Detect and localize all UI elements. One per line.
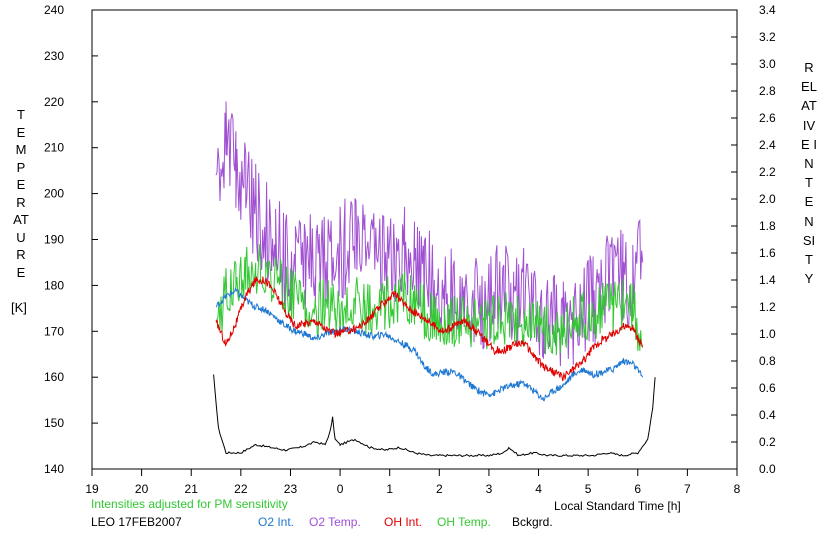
x-tick-label: 23 (284, 482, 298, 496)
series-line-o2-temp (215, 101, 644, 367)
legend-entry: O2 Temp. (309, 515, 361, 529)
right-tick-label: 1.8 (759, 219, 776, 233)
x-tick-label: 8 (734, 482, 741, 496)
right-tick-label: 0.2 (759, 435, 776, 449)
right-tick-label: 3.0 (759, 57, 776, 71)
right-tick-label: 0.0 (759, 462, 776, 476)
right-tick-label: 0.6 (759, 381, 776, 395)
left-tick-label: 210 (44, 141, 64, 155)
x-tick-label: 5 (585, 482, 592, 496)
legend-entry: OH Int. (384, 515, 422, 529)
x-tick-label: 4 (535, 482, 542, 496)
left-tick-label: 170 (44, 324, 64, 338)
left-tick-label: 220 (44, 95, 64, 109)
series-line-bckgrd (213, 374, 656, 458)
series-line-oh-int (215, 276, 644, 382)
left-tick-label: 190 (44, 233, 64, 247)
right-tick-label: 1.2 (759, 300, 776, 314)
x-axis-title: Local Standard Time [h] (554, 499, 681, 513)
legend-entry: OH Temp. (437, 515, 491, 529)
x-tick-label: 0 (337, 482, 344, 496)
right-tick-label: 2.2 (759, 165, 776, 179)
left-tick-label: 180 (44, 278, 64, 292)
x-tick-label: 7 (684, 482, 691, 496)
left-tick-label: 240 (44, 3, 64, 17)
x-tick-label: 20 (135, 482, 149, 496)
x-tick-label: 6 (634, 482, 641, 496)
right-tick-label: 2.0 (759, 192, 776, 206)
x-tick-label: 3 (486, 482, 493, 496)
right-tick-label: 3.4 (759, 3, 776, 17)
series-line-oh-temp (215, 244, 643, 356)
right-tick-label: 1.6 (759, 246, 776, 260)
left-axis-unit: [K] (11, 300, 27, 315)
x-tick-label: 21 (185, 482, 199, 496)
right-tick-label: 2.4 (759, 138, 776, 152)
legend-entry: Bckgrd. (512, 515, 553, 529)
site-date-label: LEO 17FEB2007 (91, 515, 182, 529)
left-tick-label: 200 (44, 187, 64, 201)
x-tick-label: 19 (85, 482, 99, 496)
right-tick-label: 0.4 (759, 408, 776, 422)
left-axis-label: TEMPERATURE (13, 107, 29, 280)
right-tick-label: 2.6 (759, 111, 776, 125)
x-tick-label: 22 (234, 482, 248, 496)
right-tick-label: 1.0 (759, 327, 776, 341)
legend-entry: O2 Int. (258, 515, 294, 529)
series-line-o2-int (215, 287, 644, 402)
right-tick-label: 1.4 (759, 273, 776, 287)
left-tick-label: 230 (44, 49, 64, 63)
left-tick-label: 160 (44, 370, 64, 384)
right-tick-label: 2.8 (759, 84, 776, 98)
right-axis-label: RELATIVE INTENSITY (801, 60, 817, 287)
sensitivity-note: Intensities adjusted for PM sensitivity (91, 497, 288, 511)
x-tick-label: 2 (436, 482, 443, 496)
right-tick-label: 0.8 (759, 354, 776, 368)
left-tick-label: 140 (44, 462, 64, 476)
left-tick-label: 150 (44, 416, 64, 430)
x-tick-label: 1 (386, 482, 393, 496)
right-tick-label: 3.2 (759, 30, 776, 44)
